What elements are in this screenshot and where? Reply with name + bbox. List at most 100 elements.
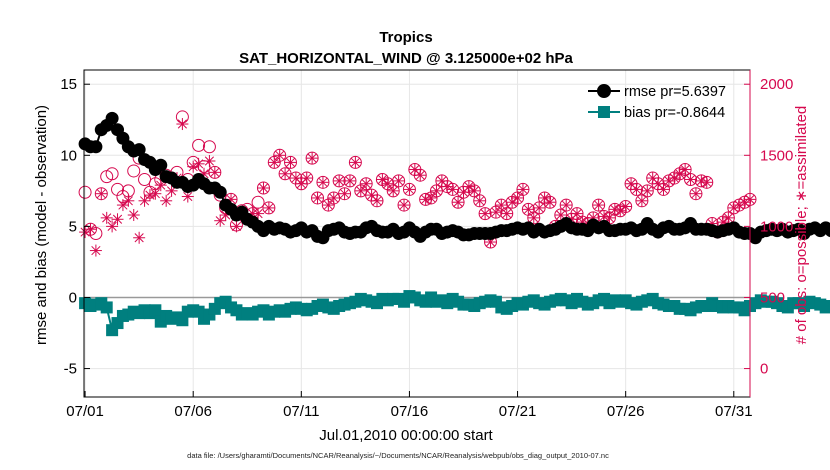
obs-assimilated-marker-stroke — [85, 224, 96, 234]
obs-assimilated-marker-stroke — [594, 200, 604, 210]
obs-assimilated-marker-stroke — [134, 233, 144, 243]
obs-assimilated-marker — [543, 196, 556, 209]
obs-assimilated-marker — [311, 191, 324, 204]
obs-assimilated-marker — [273, 149, 286, 162]
obs-assimilated-marker — [452, 196, 465, 209]
obs-assimilated-marker — [641, 184, 654, 197]
obs-assimilated-marker-stroke — [507, 197, 517, 207]
obs-assimilated-marker-stroke — [399, 200, 409, 210]
obs-assimilated-marker-stroke — [377, 174, 387, 185]
data-file-footer: data file: /Users/gharamti/Documents/NCA… — [187, 451, 609, 460]
right-tick-label-0: 0 — [760, 361, 768, 378]
x-axis-ticks: 07/01 07/06 07/11 07/16 07/21 07/26 07/31 — [66, 391, 753, 420]
obs-assimilated-marker-stroke — [518, 184, 528, 195]
obs-assimilated-marker-stroke — [291, 173, 301, 183]
obs-assimilated-marker — [516, 183, 529, 196]
obs-assimilated-marker — [127, 209, 140, 222]
obs-assimilated-marker — [176, 118, 189, 131]
obs-assimilated-marker-stroke — [107, 221, 117, 231]
obs-assimilated-marker-stroke — [545, 197, 555, 207]
obs-assimilated-marker — [333, 174, 346, 187]
obs-assimilated-marker — [619, 200, 632, 213]
rmse-point — [824, 224, 830, 238]
obs-assimilated-marker-stroke — [269, 157, 279, 168]
rmse-point — [105, 111, 119, 125]
obs-assimilated-marker — [181, 190, 194, 203]
obs-assimilated-marker — [370, 194, 383, 207]
obs-assimilated-marker-stroke — [329, 193, 339, 203]
obs-assimilated-marker-stroke — [350, 157, 360, 168]
bias-point — [100, 301, 113, 314]
obs-assimilated-marker — [387, 184, 400, 197]
obs-possible-marker — [78, 185, 92, 199]
obs-assimilated-marker-stroke — [426, 193, 436, 203]
obs-assimilated-marker-stroke — [404, 184, 415, 195]
obs-assimilated-marker — [700, 176, 713, 189]
obs-assimilated-marker — [571, 207, 584, 220]
right-tick-label-4: 2000 — [760, 76, 793, 93]
obs-assimilated-marker-stroke — [680, 164, 690, 175]
obs-assimilated-marker — [203, 154, 216, 167]
obs-assimilated-marker — [479, 207, 492, 220]
obs-assimilated-marker-stroke — [448, 184, 458, 195]
obs-assimilated-marker-stroke — [572, 208, 582, 219]
obs-assimilated-marker — [300, 172, 313, 185]
obs-assimilated-marker-stroke — [388, 186, 398, 196]
obs-assimilated-marker-stroke — [675, 169, 685, 179]
obs-assimilated-marker-stroke — [361, 179, 371, 189]
obs-assimilated-marker — [392, 174, 405, 187]
legend-bias-label: bias pr=-0.8644 — [624, 105, 725, 121]
obs-assimilated-marker-stroke — [464, 181, 474, 192]
obs-assimilated-marker-stroke — [275, 150, 285, 160]
left-axis-ticks: -5 0 5 10 15 — [60, 76, 90, 378]
right-axis-ticks: 0 500 1000 1500 2000 — [744, 76, 793, 378]
obs-assimilated-marker — [306, 152, 319, 165]
obs-assimilated-marker-stroke — [345, 176, 355, 186]
bias-point — [819, 301, 830, 314]
left-tick-label-3: 10 — [60, 147, 77, 164]
legend-rmse-label: rmse pr=5.6397 — [624, 84, 726, 100]
obs-assimilated-marker — [657, 183, 670, 196]
obs-assimilated-marker — [284, 156, 297, 169]
obs-assimilated-marker-stroke — [372, 196, 382, 206]
obs-assimilated-marker — [349, 156, 362, 169]
obs-assimilated-marker-stroke — [96, 189, 106, 199]
x-tick-label-0: 07/01 — [66, 403, 104, 420]
x-tick-label-6: 07/31 — [715, 403, 753, 420]
obs-assimilated-marker — [252, 207, 265, 220]
obs-assimilated-marker — [446, 183, 459, 196]
obs-assimilated-marker — [511, 191, 524, 204]
bias-series — [79, 290, 830, 337]
x-tick-label-3: 07/16 — [391, 403, 429, 420]
rmse-point — [154, 158, 168, 172]
left-tick-label-0: -5 — [64, 361, 77, 378]
obs-assimilated-marker-stroke — [539, 193, 550, 203]
obs-assimilated-marker-stroke — [621, 201, 631, 212]
obs-assimilated-marker — [398, 199, 411, 212]
obs-assimilated-marker — [635, 194, 648, 207]
obs-assimilated-marker — [111, 213, 124, 226]
right-tick-label-2: 1000 — [760, 218, 793, 235]
obs-assimilated-marker — [500, 207, 513, 220]
obs-assimilated-marker-stroke — [302, 173, 312, 183]
obs-assimilated-marker — [538, 191, 551, 204]
obs-assimilated-marker — [722, 211, 735, 224]
chart-title: Tropics — [379, 29, 432, 46]
obs-assimilated-marker-stroke — [469, 186, 479, 196]
obs-assimilated-marker — [187, 160, 200, 173]
obs-assimilated-marker — [84, 223, 97, 236]
x-tick-label-5: 07/26 — [607, 403, 645, 420]
obs-assimilated-marker-stroke — [366, 190, 377, 200]
x-axis-label: Jul.01,2010 00:00:00 start — [319, 427, 493, 444]
bias-point — [149, 304, 162, 317]
obs-assimilated-marker-stroke — [631, 184, 642, 195]
x-tick-label-4: 07/21 — [499, 403, 537, 420]
obs-assimilated-marker — [149, 187, 162, 200]
left-tick-label-2: 5 — [69, 218, 77, 235]
obs-assimilated-marker-stroke — [431, 186, 442, 196]
obs-assimilated-marker-stroke — [691, 189, 701, 199]
obs-assimilated-marker-stroke — [91, 245, 101, 256]
rmse-point — [89, 140, 103, 154]
obs-possible-marker — [127, 164, 141, 178]
obs-assimilated-marker-stroke — [312, 193, 323, 203]
